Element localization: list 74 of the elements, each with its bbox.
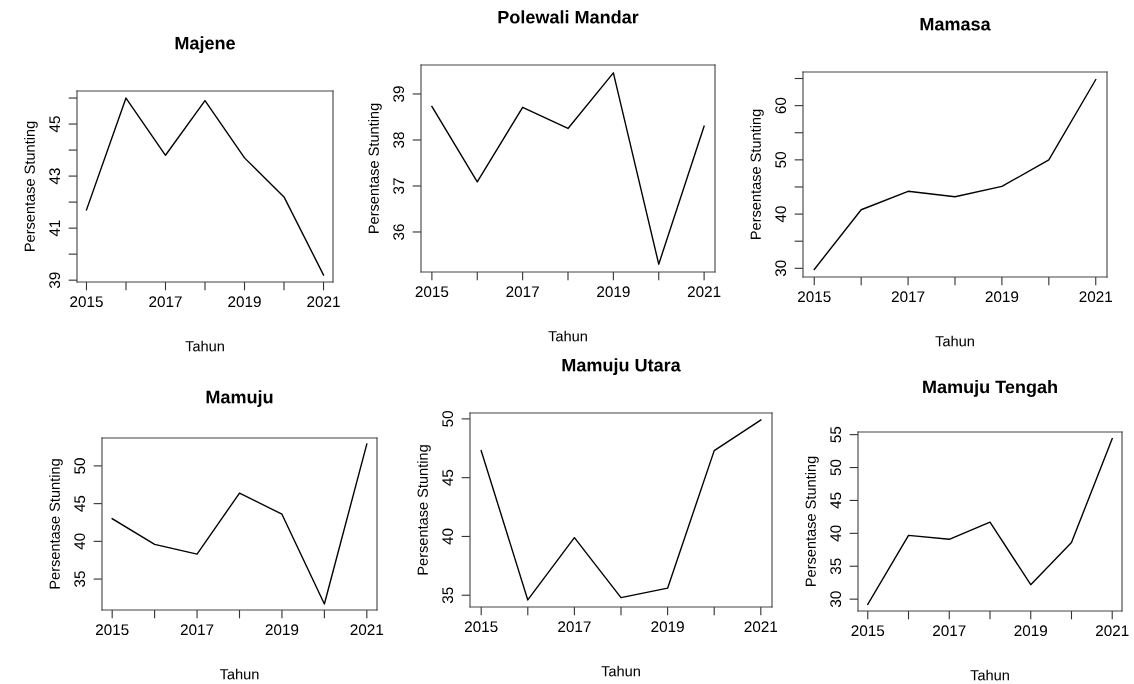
x-axis-title: Tahun bbox=[185, 340, 224, 352]
x-tick-label: 2015 bbox=[70, 296, 103, 308]
x-axis-title: Tahun bbox=[935, 335, 974, 347]
y-tick-label: 40 bbox=[830, 525, 842, 542]
x-tick-label: 2019 bbox=[597, 286, 630, 298]
x-tick-label: 2019 bbox=[228, 296, 261, 308]
x-tick-label: 2017 bbox=[149, 296, 182, 308]
line-series bbox=[867, 437, 1113, 606]
chart-title: Mamuju Tengah bbox=[923, 380, 1057, 397]
line-series bbox=[111, 443, 368, 605]
x-tick-label: 2017 bbox=[180, 624, 214, 636]
y-tick-label: 35 bbox=[74, 571, 86, 587]
y-axis-title: Persentase Stunting bbox=[24, 121, 38, 251]
line-series bbox=[480, 419, 762, 601]
y-tick-label: 50 bbox=[830, 459, 842, 476]
y-tick-label: 39 bbox=[49, 272, 61, 289]
y-tick-label: 30 bbox=[775, 260, 787, 277]
chart-title: Mamasa bbox=[920, 17, 991, 31]
x-tick-label: 2017 bbox=[891, 291, 925, 303]
x-tick-label: 2015 bbox=[415, 286, 449, 298]
line-series bbox=[85, 97, 325, 276]
x-tick-label: 2019 bbox=[265, 624, 299, 636]
x-tick-label: 2021 bbox=[687, 286, 721, 298]
x-tick-label: 2019 bbox=[1014, 625, 1048, 637]
x-tick-label: 2021 bbox=[1096, 625, 1129, 637]
y-axis-title: Persentase Stunting bbox=[368, 103, 382, 233]
x-tick-label: 2015 bbox=[851, 625, 885, 637]
y-tick-label: 45 bbox=[49, 116, 61, 133]
x-tick-label: 2019 bbox=[985, 291, 1019, 303]
line-series bbox=[813, 78, 1097, 271]
x-tick-label: 2021 bbox=[1079, 291, 1112, 303]
y-tick-label: 45 bbox=[74, 495, 86, 512]
x-tick-label: 2021 bbox=[350, 624, 384, 636]
y-axis-title: Persentase Stunting bbox=[49, 459, 63, 589]
chart-title: Mamuju Utara bbox=[562, 358, 681, 376]
y-tick-label: 41 bbox=[49, 220, 60, 237]
y-tick-label: 35 bbox=[830, 558, 842, 575]
y-axis-title: Persentase Stunting bbox=[805, 456, 819, 586]
y-tick-label: 36 bbox=[393, 224, 405, 240]
x-tick-label: 2021 bbox=[744, 621, 778, 633]
y-tick-label: 39 bbox=[393, 86, 405, 102]
x-tick-label: 2017 bbox=[506, 286, 539, 298]
y-tick-label: 45 bbox=[442, 469, 454, 486]
y-tick-label: 43 bbox=[49, 168, 61, 185]
y-tick-label: 30 bbox=[830, 591, 842, 608]
x-tick-label: 2021 bbox=[307, 296, 340, 308]
chart-title: Majene bbox=[175, 36, 235, 54]
y-tick-label: 40 bbox=[74, 533, 86, 550]
x-tick-label: 2019 bbox=[651, 621, 684, 633]
x-tick-label: 2015 bbox=[464, 621, 498, 633]
y-tick-label: 35 bbox=[442, 587, 454, 604]
y-tick-label: 40 bbox=[775, 206, 787, 223]
y-tick-label: 60 bbox=[775, 97, 787, 114]
y-tick-label: 37 bbox=[393, 178, 405, 194]
y-tick-label: 50 bbox=[442, 410, 454, 427]
y-axis-title: Persentase Stunting bbox=[750, 109, 764, 239]
x-axis-title: Tahun bbox=[219, 668, 259, 680]
x-axis-title: Tahun bbox=[970, 669, 1009, 681]
y-tick-label: 50 bbox=[74, 458, 86, 474]
line-series bbox=[431, 72, 705, 265]
y-tick-label: 40 bbox=[442, 528, 454, 545]
x-tick-label: 2015 bbox=[798, 291, 831, 303]
y-tick-label: 55 bbox=[830, 426, 842, 443]
x-axis-title: Tahun bbox=[548, 330, 587, 342]
x-tick-label: 2015 bbox=[95, 624, 129, 636]
x-tick-label: 2017 bbox=[558, 621, 591, 633]
chart-title: Mamuju bbox=[206, 390, 273, 408]
y-tick-label: 50 bbox=[775, 151, 787, 168]
y-axis-title: Persentase Stunting bbox=[417, 445, 431, 575]
y-tick-label: 38 bbox=[393, 132, 405, 148]
x-tick-label: 2017 bbox=[933, 625, 966, 637]
chart-title: Polewali Mandar bbox=[498, 10, 639, 24]
x-axis-title: Tahun bbox=[601, 665, 640, 677]
y-tick-label: 45 bbox=[830, 492, 842, 509]
